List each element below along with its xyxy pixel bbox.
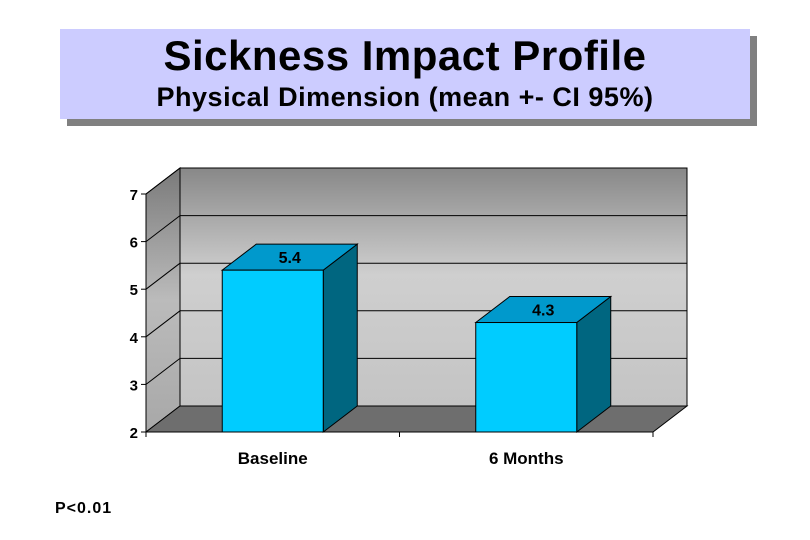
chart-subtitle: Physical Dimension (mean +- CI 95%) xyxy=(156,82,654,112)
x-tick-label: Baseline xyxy=(238,449,308,468)
gridline-side xyxy=(145,358,181,385)
gridline-side xyxy=(145,262,181,290)
y-tick-label: 6 xyxy=(130,235,138,252)
y-tick-label: 3 xyxy=(130,377,138,394)
chart-title: Sickness Impact Profile xyxy=(163,32,647,79)
title-box: Sickness Impact Profile Physical Dimensi… xyxy=(60,29,750,119)
gridline-side xyxy=(145,167,181,195)
y-tick-label: 4 xyxy=(130,330,139,347)
y-tick-label: 2 xyxy=(130,425,138,442)
bar xyxy=(475,322,578,433)
gridline-side xyxy=(145,310,181,338)
x-tick-label: 6 Months xyxy=(489,449,564,468)
gridline-side xyxy=(145,215,181,242)
bar-side xyxy=(322,243,358,434)
data-label: 5.4 xyxy=(279,250,301,267)
y-tick-label: 5 xyxy=(130,282,138,299)
y-tick-label: 7 xyxy=(130,187,138,204)
data-label: 4.3 xyxy=(532,303,554,320)
side-wall xyxy=(145,166,181,434)
bar xyxy=(221,269,324,433)
p-value-note: P<0.01 xyxy=(55,500,113,517)
